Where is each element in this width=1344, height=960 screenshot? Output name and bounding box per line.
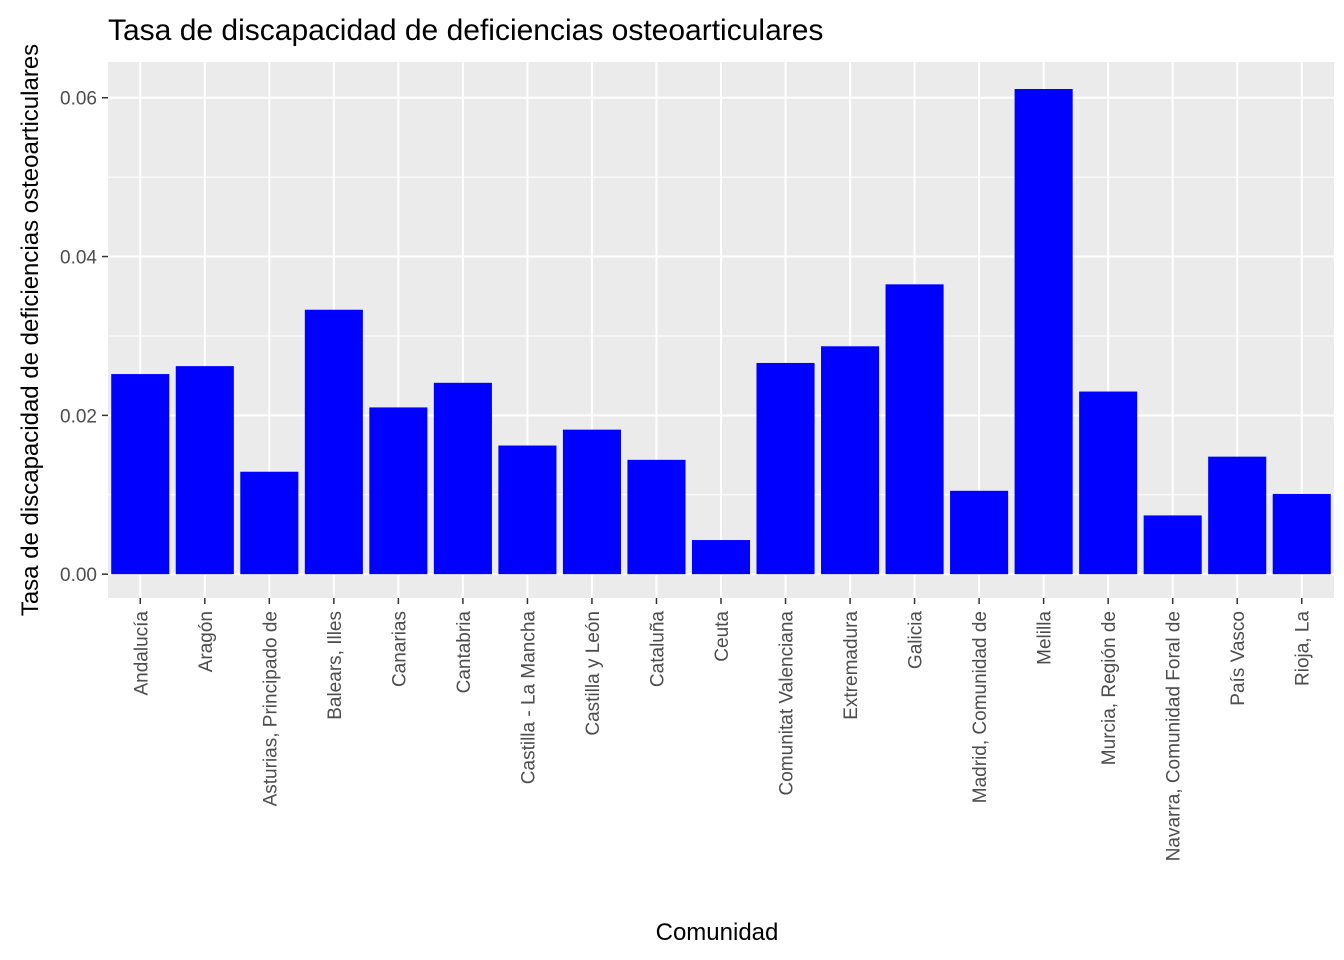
bar [304, 309, 363, 575]
x-tick-label: Canarias [389, 611, 410, 687]
bar [821, 346, 880, 575]
bar [240, 471, 299, 575]
x-tick-label: Galicia [906, 611, 927, 670]
bar [950, 490, 1009, 575]
x-tick-label: Melilla [1035, 611, 1056, 665]
x-tick-label: Cantabria [454, 611, 475, 694]
bar [1079, 391, 1138, 575]
x-tick-label: País Vasco [1228, 611, 1249, 706]
y-axis-ticks: 0.00 0.02 0.04 0.06 [60, 89, 108, 586]
x-tick-label: Comunitat Valenciana [777, 611, 798, 796]
x-tick-label: Extremadura [841, 611, 862, 720]
x-axis-ticks: Andalucía Aragón Asturias, Principado de Ba… [131, 598, 1314, 861]
y-tick-label: 0.00 [60, 565, 97, 586]
bar [562, 429, 621, 575]
bar [691, 540, 751, 575]
bar [1014, 88, 1073, 575]
x-tick-label: Castilla - La Mancha [518, 611, 539, 785]
bar [885, 284, 944, 575]
bar [111, 374, 170, 575]
x-tick-label: Asturias, Principado de [260, 611, 281, 806]
x-tick-label: Andalucía [131, 611, 152, 696]
x-tick-label: Castilla y León [583, 611, 604, 736]
x-axis-title: Comunidad [656, 919, 779, 946]
y-tick-label: 0.06 [60, 89, 97, 110]
bar [1208, 456, 1267, 575]
bar [433, 382, 492, 575]
bar [175, 366, 234, 575]
bar [369, 407, 428, 575]
x-tick-label: Navarra, Comunidad Foral de [1164, 611, 1185, 861]
x-tick-label: Murcia, Región de [1099, 611, 1120, 765]
x-tick-label: Balears, Illes [325, 611, 346, 720]
bar [1272, 493, 1331, 575]
bar [756, 362, 815, 575]
bar [1143, 515, 1202, 575]
y-tick-label: 0.04 [60, 248, 97, 269]
y-tick-label: 0.02 [60, 406, 97, 427]
x-tick-label: Ceuta [712, 611, 733, 662]
x-tick-label: Aragón [196, 611, 217, 672]
bar [498, 445, 557, 575]
y-axis-title: Tasa de discapacidad de deficiencias ost… [17, 44, 44, 616]
bars [111, 88, 1331, 575]
bar [627, 459, 686, 575]
x-tick-label: Cataluña [647, 611, 668, 687]
chart-title: Tasa de discapacidad de deficiencias ost… [108, 14, 823, 47]
x-tick-label: Rioja, La [1293, 611, 1314, 686]
x-tick-label: Madrid, Comunidad de [970, 611, 991, 803]
